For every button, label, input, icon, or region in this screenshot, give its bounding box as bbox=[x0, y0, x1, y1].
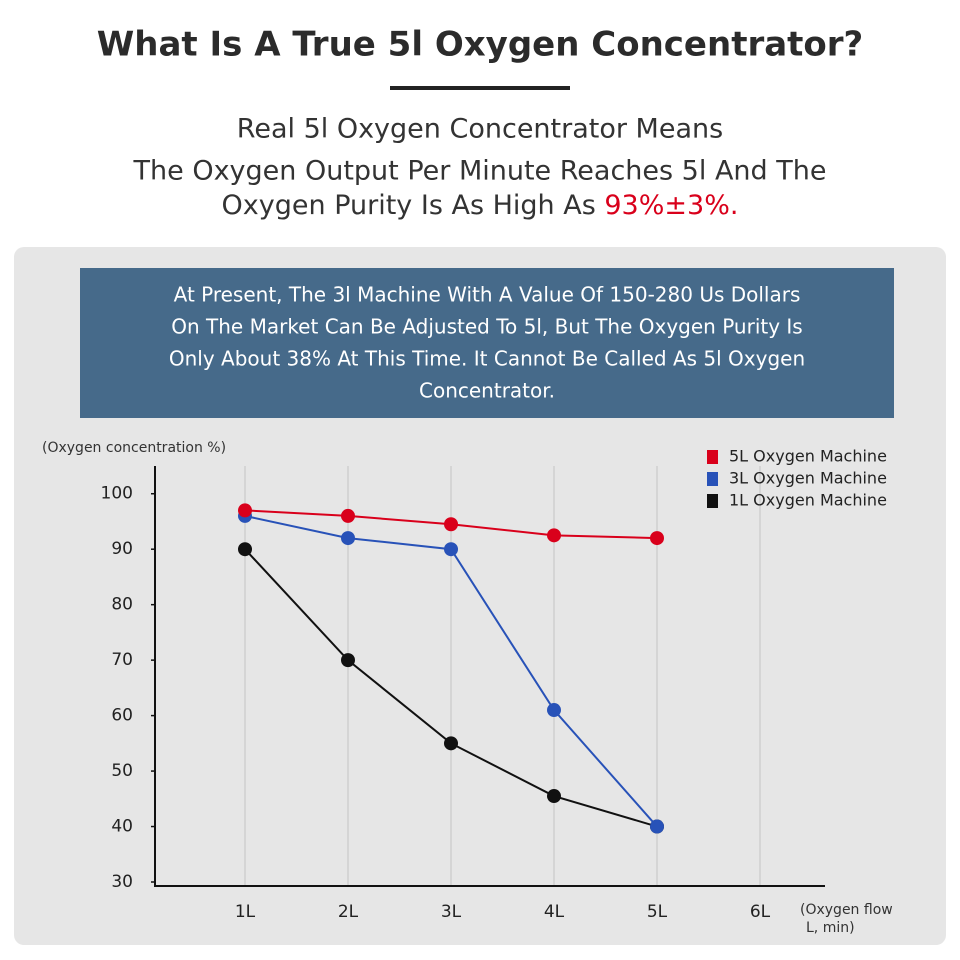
data-point bbox=[444, 736, 458, 751]
subtitle: The Oxygen Output Per Minute Reaches 5l … bbox=[133, 156, 827, 187]
x-tick-label: 2L bbox=[338, 902, 359, 922]
subtitle: Oxygen Purity Is As High As 93%±3%. bbox=[222, 190, 739, 221]
x-tick-label: 3L bbox=[441, 902, 462, 922]
legend-label: 3L Oxygen Machine bbox=[729, 469, 887, 488]
title-underline bbox=[390, 86, 570, 90]
subtitle-text: Oxygen Purity Is As High As bbox=[222, 190, 596, 221]
data-point bbox=[341, 531, 355, 546]
highlight: 93%±3%. bbox=[604, 190, 738, 221]
y-tick-label: 90 bbox=[111, 539, 133, 559]
legend-label: 5L Oxygen Machine bbox=[729, 447, 887, 466]
x-axis-label: (Oxygen flow bbox=[800, 902, 893, 918]
x-tick-label: 4L bbox=[544, 902, 565, 922]
y-tick-label: 50 bbox=[111, 761, 133, 781]
x-tick-label: 5L bbox=[647, 902, 668, 922]
data-point bbox=[238, 503, 252, 518]
notice-line: On The Market Can Be Adjusted To 5l, But… bbox=[171, 315, 802, 339]
legend-swatch bbox=[707, 450, 718, 464]
x-axis-label: L, min) bbox=[806, 920, 855, 936]
data-point bbox=[547, 703, 561, 718]
data-point bbox=[341, 508, 355, 523]
title: What Is A True 5l Oxygen Concentrator? bbox=[97, 25, 864, 65]
notice-line: Only About 38% At This Time. It Cannot B… bbox=[169, 347, 805, 371]
data-point bbox=[444, 542, 458, 557]
y-tick-label: 100 bbox=[101, 484, 133, 504]
notice-line: At Present, The 3l Machine With A Value … bbox=[174, 283, 801, 307]
y-tick-label: 80 bbox=[111, 595, 133, 615]
data-point bbox=[341, 653, 355, 668]
data-point bbox=[547, 528, 561, 543]
y-tick-label: 40 bbox=[111, 817, 133, 837]
data-point bbox=[547, 789, 561, 804]
x-tick-label: 1L bbox=[235, 902, 256, 922]
data-point bbox=[650, 531, 664, 546]
x-tick-label: 6L bbox=[750, 902, 771, 922]
y-axis-label: (Oxygen concentration %) bbox=[42, 440, 226, 456]
data-point bbox=[238, 542, 252, 557]
notice-box bbox=[80, 268, 894, 418]
y-tick-label: 70 bbox=[111, 650, 133, 670]
y-tick-label: 60 bbox=[111, 706, 133, 726]
data-point bbox=[444, 517, 458, 532]
legend-swatch bbox=[707, 494, 718, 508]
notice-line: Concentrator. bbox=[419, 379, 555, 403]
legend-label: 1L Oxygen Machine bbox=[729, 491, 887, 510]
y-tick-label: 30 bbox=[111, 872, 133, 892]
legend-swatch bbox=[707, 472, 718, 486]
data-point bbox=[650, 819, 664, 834]
subtitle: Real 5l Oxygen Concentrator Means bbox=[237, 114, 723, 145]
